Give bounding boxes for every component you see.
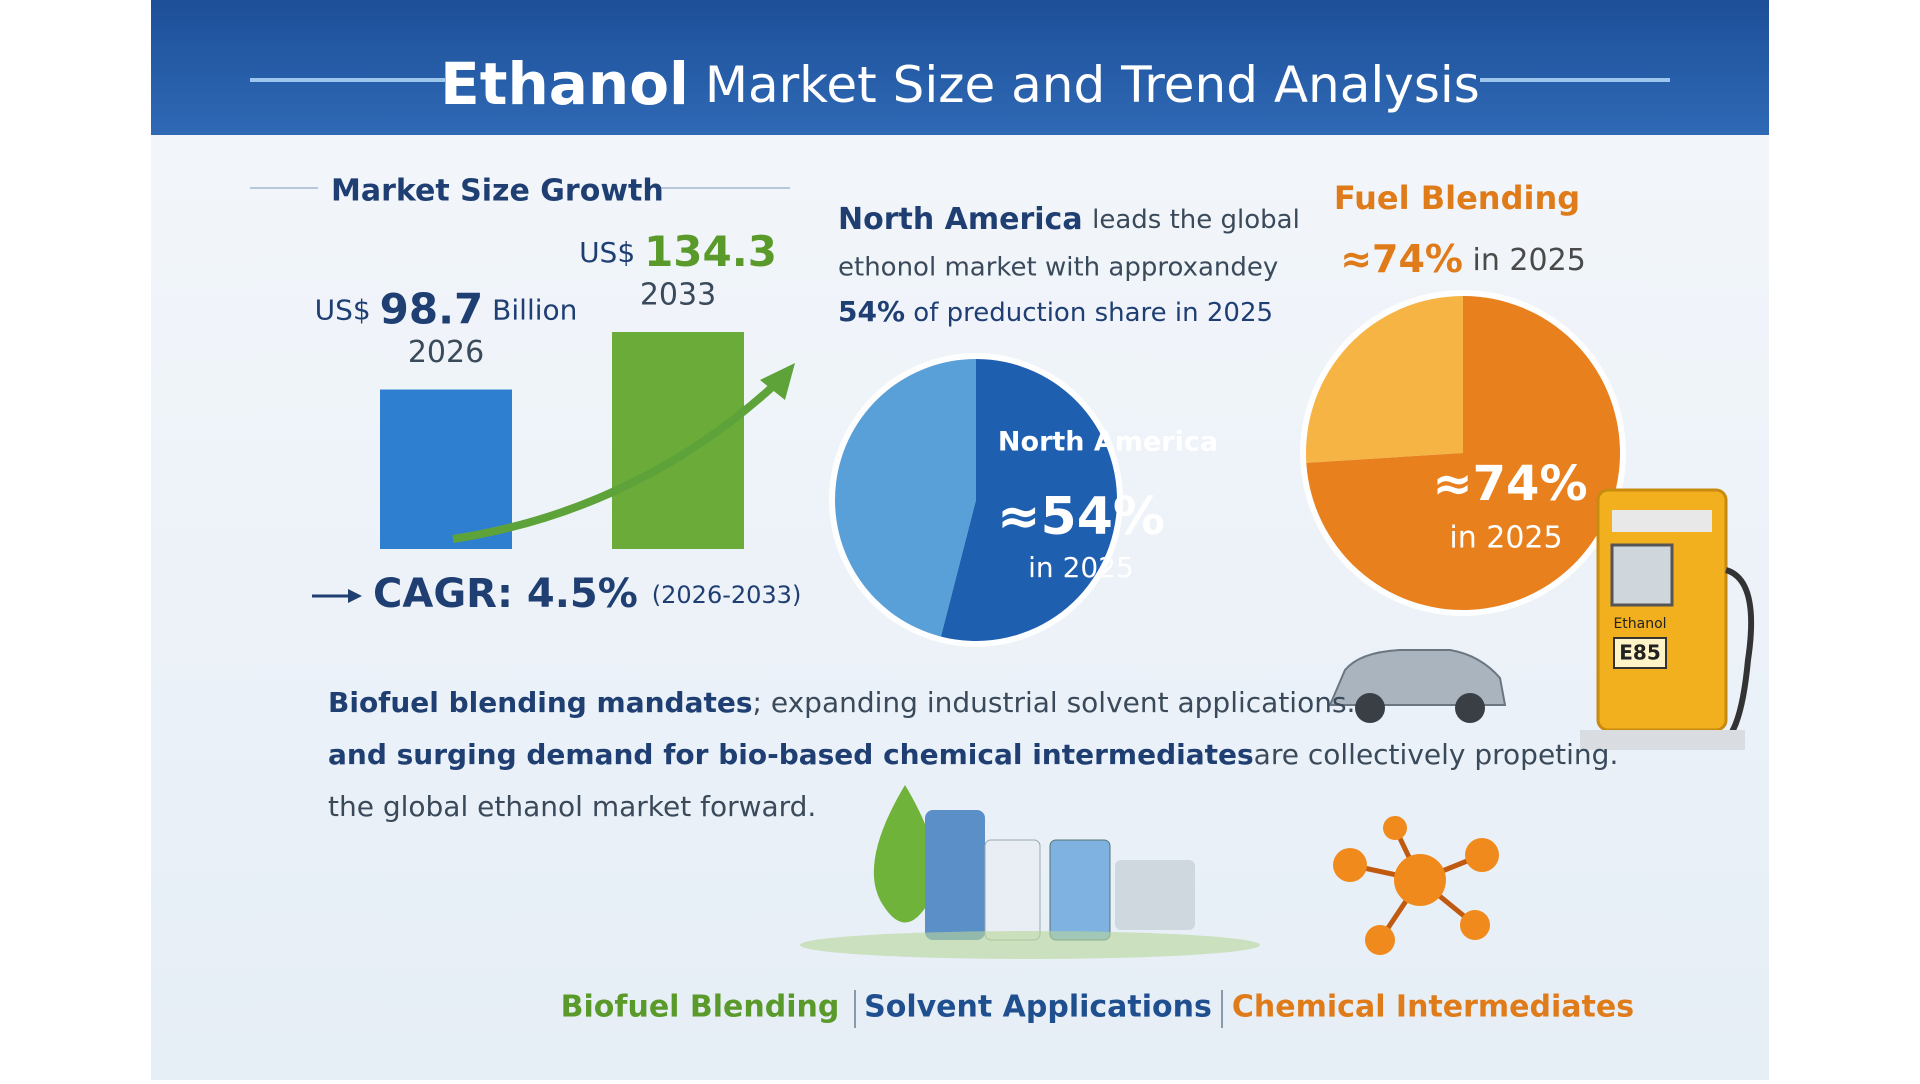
body-text: are collectively propeting. bbox=[1254, 738, 1619, 771]
pie bbox=[1300, 290, 1626, 616]
cagr-label: CAGR: bbox=[373, 571, 513, 617]
title-rest: Market Size and Trend Analysis bbox=[705, 56, 1480, 114]
body-bold: and surging demand for bio-based chemica… bbox=[328, 738, 1254, 771]
na-text: of preduction share in 2025 bbox=[913, 298, 1273, 328]
bar bbox=[380, 389, 512, 549]
pump-screen bbox=[1610, 543, 1674, 607]
pie-value: ≈74% bbox=[1432, 456, 1587, 512]
title: Ethanol Market Size and Trend Analysis bbox=[440, 50, 1480, 118]
fuel-summary-period: in 2025 bbox=[1473, 243, 1586, 278]
pump-base bbox=[1580, 730, 1745, 750]
pump-top bbox=[1612, 510, 1712, 532]
car bbox=[1328, 649, 1507, 723]
pump-badge bbox=[1613, 637, 1667, 669]
bottle-icon bbox=[1049, 839, 1111, 941]
growth-arrow bbox=[452, 377, 783, 543]
na-line: North America leads the global bbox=[838, 202, 1300, 237]
bar bbox=[612, 332, 744, 549]
body-line: and surging demand for bio-based chemica… bbox=[328, 738, 1618, 771]
pie-rest bbox=[835, 359, 976, 637]
bar-number: 134.3 bbox=[644, 227, 777, 276]
pie-slice bbox=[940, 359, 1118, 641]
pie-slice bbox=[1306, 296, 1620, 611]
section-heading: Market Size Growth bbox=[331, 174, 664, 209]
header-band bbox=[151, 0, 1769, 135]
body-line: the global ethanol market forward. bbox=[328, 790, 816, 823]
na-share: 54% bbox=[838, 295, 905, 328]
na-lead: North America bbox=[838, 202, 1083, 237]
bottle-icon bbox=[984, 839, 1041, 941]
na-text: leads the global bbox=[1092, 205, 1300, 235]
pump-label: Ethanol bbox=[1613, 616, 1666, 632]
fuel-summary-value: ≈74% bbox=[1340, 237, 1463, 281]
cagr-arrow-head bbox=[348, 589, 362, 603]
pump-grade: E85 bbox=[1619, 641, 1661, 665]
bar-currency: US$ bbox=[315, 294, 371, 327]
ground bbox=[800, 931, 1260, 959]
equipment-icon bbox=[1115, 860, 1195, 930]
bar-currency: US$ bbox=[579, 236, 635, 269]
bar-value: US$ 98.7 Billion bbox=[315, 284, 578, 333]
body-line: Biofuel blending mandates; expanding ind… bbox=[328, 686, 1355, 719]
cagr-period: (2026-2033) bbox=[652, 581, 802, 609]
droplet-icon bbox=[873, 785, 937, 923]
bar-number: 98.7 bbox=[380, 284, 484, 333]
molecule-icon bbox=[1333, 816, 1499, 955]
car-body bbox=[1328, 649, 1507, 706]
bar-value: US$ 134.3 bbox=[579, 227, 777, 276]
title-bold: Ethanol bbox=[440, 50, 689, 118]
pie-period: in 2025 bbox=[1028, 551, 1134, 584]
pie bbox=[829, 353, 1123, 647]
na-line: 54% of preduction share in 2025 bbox=[838, 295, 1273, 328]
pie-label: North America bbox=[998, 427, 1218, 458]
car-wheel bbox=[1455, 693, 1485, 723]
body-bold: Biofuel blending mandates bbox=[328, 686, 753, 719]
pie-value: ≈54% bbox=[997, 487, 1165, 547]
bar-year: 2033 bbox=[640, 278, 716, 313]
footer-item: Chemical Intermediates bbox=[1232, 990, 1634, 1025]
fuel-pump: Ethanol E85 bbox=[1580, 488, 1755, 750]
body-text: ; expanding industrial solvent applicati… bbox=[753, 686, 1356, 719]
cagr-value: 4.5% bbox=[527, 571, 638, 617]
car-wheel bbox=[1355, 693, 1385, 723]
pie-period: in 2025 bbox=[1449, 521, 1562, 556]
barrel-icon bbox=[925, 810, 985, 940]
pie-rest bbox=[1306, 296, 1463, 463]
fuel-summary: ≈74% in 2025 bbox=[1340, 237, 1586, 281]
footer-item: Biofuel Blending bbox=[561, 990, 840, 1025]
bar-year: 2026 bbox=[408, 335, 484, 370]
bar-unit: Billion bbox=[492, 294, 577, 327]
arrow-head bbox=[760, 363, 795, 400]
na-line: ethonol market with approxandey bbox=[838, 253, 1278, 283]
section-heading: Fuel Blending bbox=[1334, 179, 1580, 217]
footer-item: Solvent Applications bbox=[864, 990, 1212, 1025]
cagr: CAGR: 4.5% (2026-2033) bbox=[373, 571, 801, 617]
